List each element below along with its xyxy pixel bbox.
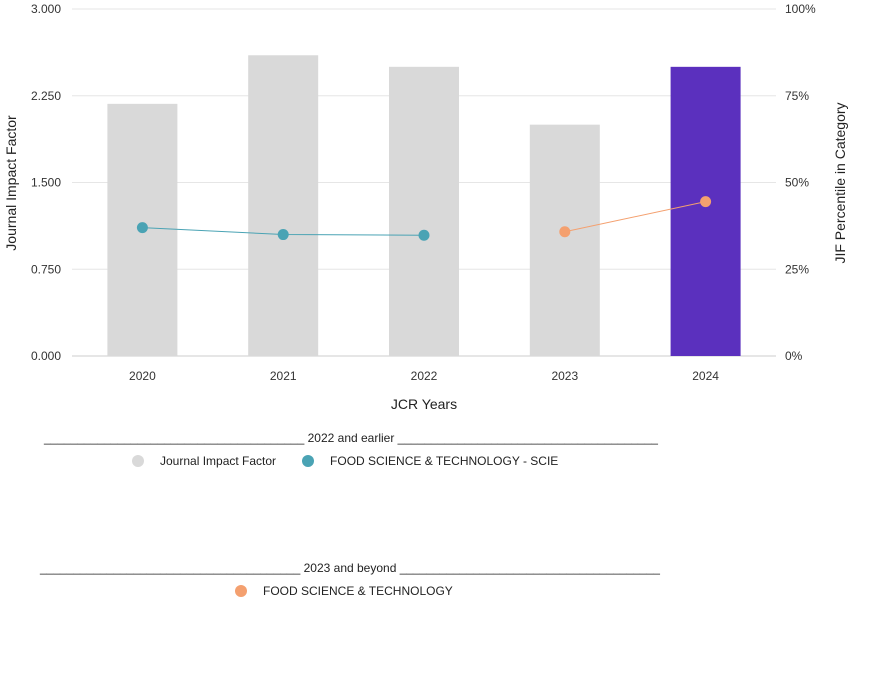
bar-2022 xyxy=(389,66,459,356)
y-tick-label: 2.250 xyxy=(31,89,61,103)
y-tick-label: 0.750 xyxy=(31,262,61,276)
y2-tick-label: 50% xyxy=(785,176,809,190)
series-point-1-2024 xyxy=(700,196,712,208)
y2-tick-label: 75% xyxy=(785,89,809,103)
bar-2021 xyxy=(248,55,319,357)
legend-group-2023-and-beyond-label: _______________________________________ … xyxy=(40,561,660,575)
legend-group-2022-and-earlier-label: _______________________________________ … xyxy=(44,431,658,445)
bar-2024 xyxy=(670,66,741,356)
legend-dot-icon xyxy=(235,585,247,597)
y2-tick-label: 100% xyxy=(785,2,816,16)
legend-group-2023-and-beyond: FOOD SCIENCE & TECHNOLOGY xyxy=(235,584,479,598)
y-axis-title: Journal Impact Factor xyxy=(3,115,19,251)
legend-item-food-science-scie[interactable]: FOOD SCIENCE & TECHNOLOGY - SCIE xyxy=(302,454,558,468)
percentile-lines xyxy=(136,196,712,241)
legend-item-label: Journal Impact Factor xyxy=(160,454,277,468)
x-tick-label: 2024 xyxy=(692,369,719,383)
bars xyxy=(107,55,741,357)
legend-item-label: FOOD SCIENCE & TECHNOLOGY xyxy=(263,584,453,598)
x-axis-ticks: 2020 2021 2022 2023 2024 xyxy=(129,369,719,383)
series-point-0-2022 xyxy=(418,229,430,241)
legend-item-food-science[interactable]: FOOD SCIENCE & TECHNOLOGY xyxy=(235,584,453,598)
y-tick-label: 3.000 xyxy=(31,2,61,16)
series-line-1 xyxy=(564,201,706,233)
bar-2023 xyxy=(529,124,600,357)
series-point-0-2021 xyxy=(277,229,289,241)
series-point-0-2020 xyxy=(136,222,148,234)
right-axis-ticks: 0% 25% 50% 75% 100% xyxy=(785,2,816,363)
x-axis-title: JCR Years xyxy=(391,396,457,412)
x-tick-label: 2023 xyxy=(551,369,578,383)
y2-axis-title: JIF Percentile in Category xyxy=(832,102,848,263)
x-tick-label: 2022 xyxy=(411,369,438,383)
y2-tick-label: 0% xyxy=(785,349,803,363)
legend-dot-icon xyxy=(302,455,315,467)
x-tick-label: 2020 xyxy=(129,369,156,383)
legend-item-label: FOOD SCIENCE & TECHNOLOGY - SCIE xyxy=(330,454,559,468)
jif-chart: 0.000 0.750 1.500 2.250 3.000 0% 25% 50% 75% 100… xyxy=(3,2,848,412)
series-point-1-2023 xyxy=(559,226,571,238)
left-axis-ticks: 0.000 0.750 1.500 2.250 3.000 xyxy=(31,2,61,363)
x-tick-label: 2021 xyxy=(270,369,297,383)
legend-dot-icon xyxy=(132,455,144,467)
y-tick-label: 1.500 xyxy=(31,176,61,190)
legend-group-2022-and-earlier: Journal Impact Factor FOOD SCIENCE & TEC… xyxy=(132,454,584,468)
legend-item-journal-impact-factor[interactable]: Journal Impact Factor xyxy=(132,454,276,468)
y-tick-label: 0.000 xyxy=(31,349,61,363)
y2-tick-label: 25% xyxy=(785,262,809,276)
